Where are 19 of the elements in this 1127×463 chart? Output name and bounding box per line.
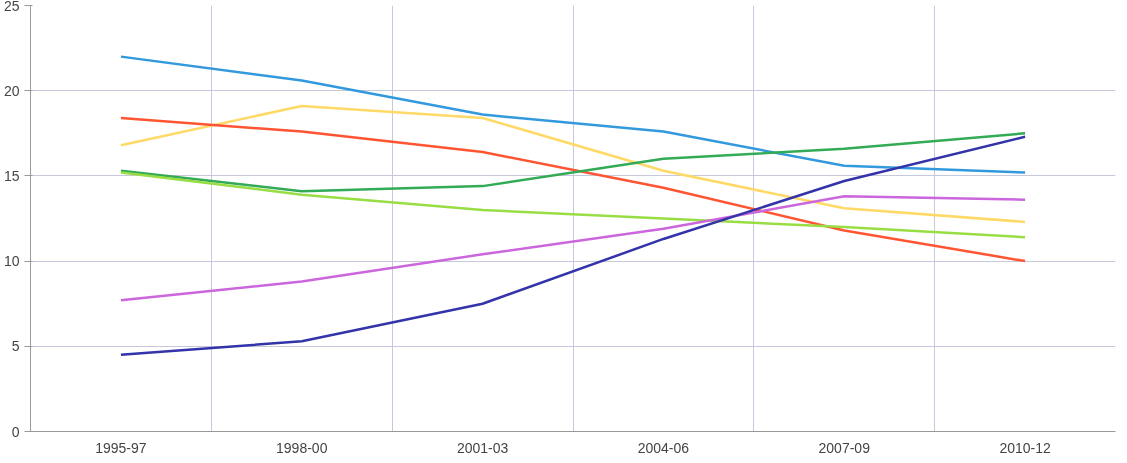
y-tick-label: 20: [3, 82, 20, 99]
line-series: [119, 171, 1027, 239]
x-tick-label: 1998-00: [276, 439, 328, 456]
line-series: [119, 104, 1027, 224]
x-tick-label: 2007-09: [818, 439, 871, 456]
y-tick-label: 15: [3, 167, 20, 184]
y-tick-label: 0: [11, 423, 20, 440]
line-series: [119, 132, 1027, 193]
x-tick-label: 2010-12: [999, 439, 1051, 456]
y-tick-label: 10: [3, 253, 20, 270]
line-series: [119, 195, 1027, 302]
y-tick-label: 25: [3, 0, 20, 14]
x-tick-label: 1995-97: [95, 439, 147, 456]
x-tick-label: 2001-03: [456, 439, 509, 456]
x-tick-label: 2004-06: [637, 439, 690, 456]
y-tick-label: 5: [11, 338, 20, 355]
line-series: [119, 135, 1027, 357]
line-series: [119, 55, 1027, 174]
line-series: [119, 116, 1027, 263]
